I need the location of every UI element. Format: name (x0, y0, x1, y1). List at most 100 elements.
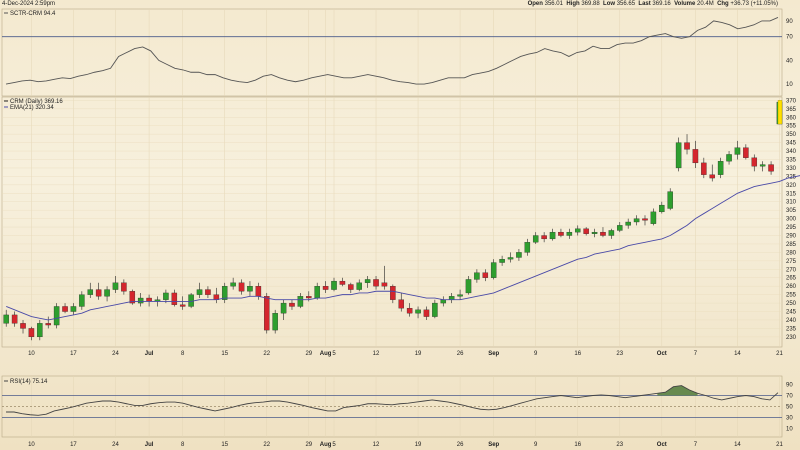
candle-body (62, 306, 68, 312)
candle-body (684, 142, 690, 150)
price-y-tick-label: 255 (786, 293, 797, 299)
price-y-tick-label: 240 (786, 318, 797, 324)
candle-body (205, 289, 211, 295)
candle-body (583, 228, 589, 234)
price-y-tick-label: 250 (786, 301, 797, 307)
candle-body (524, 242, 531, 253)
quote-summary: Open 356.01 High 369.88 Low 356.65 Last … (528, 1, 778, 7)
rsi-y-tick-label: 10 (786, 427, 793, 433)
candle-body (490, 262, 497, 278)
candle-body (53, 306, 60, 326)
candle-body (171, 292, 178, 305)
x-tick-label-rsi: 22 (263, 442, 270, 448)
candle-body (348, 284, 354, 290)
rsi-overbought-fill (657, 385, 698, 396)
price-y-tick-label: 300 (786, 217, 797, 223)
volume-value: 20.4M (697, 1, 714, 7)
candle-body (129, 291, 136, 304)
candle-body (566, 231, 573, 236)
candle-body (608, 230, 615, 236)
candle-body (196, 289, 203, 295)
candle-body (743, 147, 749, 158)
x-tick-label-rsi: 21 (776, 442, 783, 448)
rsi-y-tick-label: 90 (786, 383, 793, 389)
x-tick-label-rsi: 10 (28, 442, 35, 448)
x-tick-label-price: Sep (488, 351, 499, 357)
ema-legend: EMA(21) 320.34 (10, 105, 54, 111)
price-y-tick-label: 345 (786, 141, 797, 147)
ema-line (6, 175, 800, 321)
candle-body (87, 289, 94, 295)
candle-body (709, 174, 715, 179)
price-y-tick-label: 270 (786, 267, 797, 273)
candle-body (179, 304, 186, 307)
candle-body (28, 328, 35, 338)
price-panel-border (1, 96, 783, 348)
high-value: 369.88 (581, 1, 600, 7)
candle-body (45, 323, 51, 326)
candle-body (574, 228, 581, 233)
price-y-tick-label: 350 (786, 132, 797, 138)
candle-body (440, 299, 447, 304)
x-tick-label-rsi: 7 (694, 442, 698, 448)
price-y-tick-label: 365 (786, 107, 797, 113)
x-tick-label-rsi: 9 (534, 442, 538, 448)
candle-body (398, 299, 405, 309)
sctr-y-tick-label: 10 (786, 82, 793, 88)
candle-body (264, 296, 270, 331)
price-y-tick-label: 310 (786, 200, 797, 206)
x-tick-label-rsi: Aug (320, 442, 332, 448)
price-y-tick-label: 370 (786, 98, 797, 104)
x-tick-label-price: 9 (534, 351, 538, 357)
x-tick-label-rsi: 17 (70, 442, 77, 448)
sctr-panel-border (1, 8, 783, 97)
sctr-y-tick-label: 40 (786, 58, 793, 64)
candle-body (272, 313, 278, 331)
price-legend: CRM (Daily) 369.16 (10, 99, 63, 105)
low-value: 356.65 (616, 1, 636, 7)
candle-body (507, 257, 514, 260)
candle-body (331, 280, 337, 290)
x-tick-label-price: 17 (70, 351, 77, 357)
x-tick-label-price: Aug (320, 351, 332, 357)
price-y-tick-label: 305 (786, 208, 797, 214)
candle-body (465, 279, 472, 294)
candle-body (726, 154, 732, 162)
candle-body (306, 296, 312, 299)
candle-body (188, 294, 194, 307)
candle-body (541, 235, 547, 240)
candle-body (482, 272, 489, 278)
rsi-y-tick-label: 70 (786, 394, 793, 400)
price-y-tick-label: 360 (786, 115, 797, 121)
candle-body (104, 289, 110, 297)
candle-body (163, 292, 169, 300)
x-tick-label-rsi: Jul (145, 442, 154, 448)
x-tick-label-price: 12 (373, 351, 380, 357)
candle-body (230, 282, 236, 287)
candle-body (675, 142, 682, 169)
candle-body (759, 164, 766, 167)
candle-body (280, 302, 287, 314)
last-value: 369.16 (652, 1, 671, 7)
candle-body (432, 302, 438, 317)
candle-body (717, 161, 724, 175)
x-tick-label-price: 23 (616, 351, 623, 357)
candle-body (95, 289, 102, 297)
x-tick-label-rsi: 26 (457, 442, 464, 448)
candle-body (474, 272, 480, 280)
candle-body (70, 306, 77, 312)
rsi-y-tick-label: 50 (786, 405, 793, 411)
price-y-tick-label: 295 (786, 225, 797, 231)
candle-body (642, 218, 648, 221)
candle-body (423, 309, 430, 317)
candle-body (751, 157, 758, 167)
price-y-tick-label: 265 (786, 276, 797, 282)
x-tick-label-price: Oct (657, 351, 667, 357)
x-tick-label-rsi: 24 (112, 442, 119, 448)
x-tick-label-rsi: 5 (332, 442, 336, 448)
candle-body (297, 296, 304, 307)
candle-body (457, 294, 463, 297)
candle-body (373, 279, 379, 287)
x-tick-label-price: 15 (221, 351, 228, 357)
price-y-tick-label: 280 (786, 250, 797, 256)
